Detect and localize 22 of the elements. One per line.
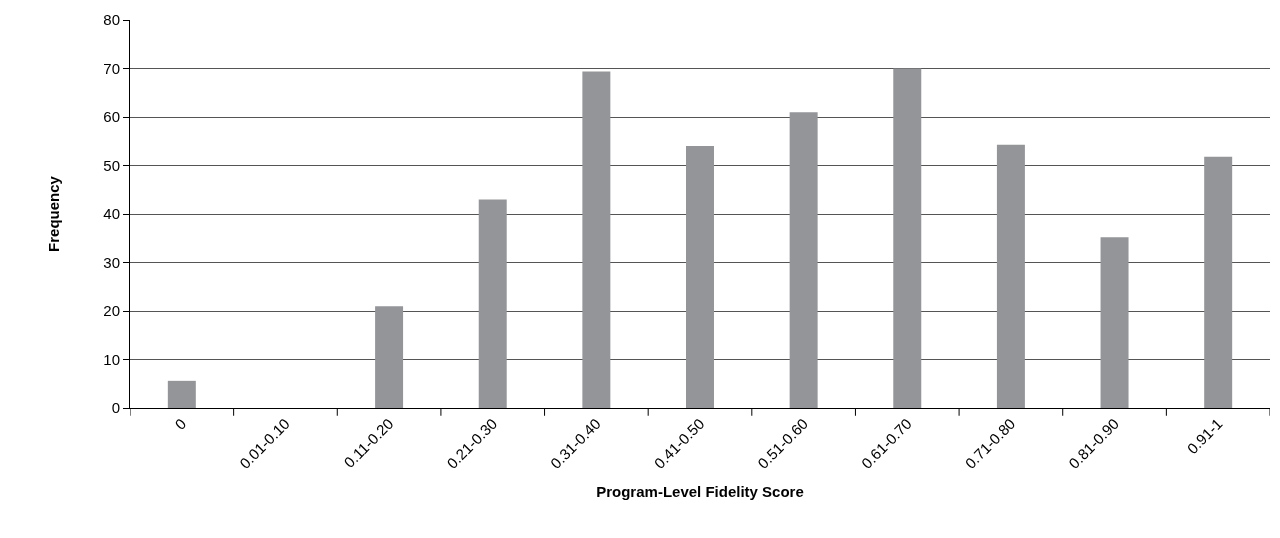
bar bbox=[789, 112, 818, 408]
bar bbox=[375, 306, 404, 408]
y-tick-label: 50 bbox=[103, 156, 120, 174]
bar bbox=[167, 380, 196, 408]
y-axis-title: Frequency bbox=[44, 175, 62, 252]
bar bbox=[1204, 156, 1233, 408]
y-tick-label: 10 bbox=[103, 350, 120, 368]
y-tick-label: 70 bbox=[103, 59, 120, 77]
bar bbox=[478, 199, 507, 408]
y-tick-label: 20 bbox=[103, 302, 120, 320]
bar bbox=[996, 144, 1025, 408]
bar bbox=[582, 71, 611, 408]
y-tick-label: 30 bbox=[103, 253, 120, 271]
y-tick-label: 80 bbox=[103, 11, 120, 29]
x-tick-label: 0 bbox=[171, 414, 190, 433]
bar bbox=[686, 146, 714, 408]
bar bbox=[1100, 237, 1129, 408]
y-tick-label: 60 bbox=[103, 108, 120, 126]
x-axis-title: Program-Level Fidelity Score bbox=[596, 482, 804, 500]
bar bbox=[893, 68, 922, 408]
y-tick-label: 0 bbox=[111, 399, 120, 417]
y-tick-label: 40 bbox=[103, 205, 120, 223]
